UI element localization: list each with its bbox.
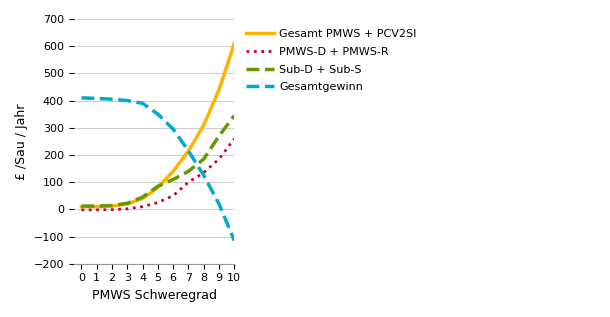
Line: PMWS-D + PMWS-R: PMWS-D + PMWS-R xyxy=(81,139,234,210)
PMWS-D + PMWS-R xyxy=(93,208,101,212)
Gesamtgewinn xyxy=(77,96,85,100)
Gesamt PMWS + PCV2SI xyxy=(77,205,85,209)
Gesamt PMWS + PCV2SI xyxy=(185,149,192,153)
Gesamt PMWS + PCV2SI xyxy=(215,88,223,92)
PMWS-D + PMWS-R xyxy=(124,207,131,211)
Gesamt PMWS + PCV2SI xyxy=(124,202,131,206)
Sub-D + Sub-S xyxy=(109,204,116,207)
PMWS-D + PMWS-R xyxy=(215,157,223,161)
Gesamt PMWS + PCV2SI xyxy=(154,186,162,190)
PMWS-D + PMWS-R xyxy=(77,208,85,212)
PMWS-D + PMWS-R xyxy=(109,208,116,211)
Line: Gesamt PMWS + PCV2SI: Gesamt PMWS + PCV2SI xyxy=(81,43,234,207)
Gesamt PMWS + PCV2SI xyxy=(200,123,207,127)
Y-axis label: £ /Sau / Jahr: £ /Sau / Jahr xyxy=(15,103,28,179)
PMWS-D + PMWS-R xyxy=(170,194,177,197)
Sub-D + Sub-S xyxy=(93,204,101,208)
Sub-D + Sub-S xyxy=(185,169,192,173)
PMWS-D + PMWS-R xyxy=(185,180,192,184)
Gesamtgewinn xyxy=(200,173,207,177)
Sub-D + Sub-S xyxy=(154,184,162,188)
Gesamtgewinn xyxy=(109,97,116,101)
Line: Gesamtgewinn: Gesamtgewinn xyxy=(81,98,234,241)
Sub-D + Sub-S xyxy=(215,134,223,138)
Sub-D + Sub-S xyxy=(139,195,146,199)
Gesamt PMWS + PCV2SI xyxy=(231,42,238,45)
Gesamtgewinn xyxy=(215,202,223,206)
Gesamtgewinn xyxy=(231,239,238,243)
Line: Sub-D + Sub-S: Sub-D + Sub-S xyxy=(81,115,234,206)
Gesamt PMWS + PCV2SI xyxy=(170,169,177,173)
Gesamtgewinn xyxy=(185,149,192,153)
Sub-D + Sub-S xyxy=(124,202,131,205)
Sub-D + Sub-S xyxy=(170,178,177,181)
PMWS-D + PMWS-R xyxy=(200,171,207,175)
Sub-D + Sub-S xyxy=(231,113,238,117)
Gesamtgewinn xyxy=(124,99,131,102)
Sub-D + Sub-S xyxy=(77,204,85,208)
Gesamtgewinn xyxy=(170,127,177,131)
Gesamt PMWS + PCV2SI xyxy=(109,204,116,208)
PMWS-D + PMWS-R xyxy=(154,201,162,204)
Gesamt PMWS + PCV2SI xyxy=(139,197,146,200)
Legend: Gesamt PMWS + PCV2SI, PMWS-D + PMWS-R, Sub-D + Sub-S, Gesamtgewinn: Gesamt PMWS + PCV2SI, PMWS-D + PMWS-R, S… xyxy=(242,24,421,97)
Gesamtgewinn xyxy=(154,112,162,116)
PMWS-D + PMWS-R xyxy=(231,137,238,140)
X-axis label: PMWS Schweregrad: PMWS Schweregrad xyxy=(92,289,217,302)
Gesamt PMWS + PCV2SI xyxy=(93,205,101,209)
PMWS-D + PMWS-R xyxy=(139,205,146,209)
Gesamtgewinn xyxy=(93,96,101,100)
Sub-D + Sub-S xyxy=(200,157,207,161)
Gesamtgewinn xyxy=(139,101,146,105)
